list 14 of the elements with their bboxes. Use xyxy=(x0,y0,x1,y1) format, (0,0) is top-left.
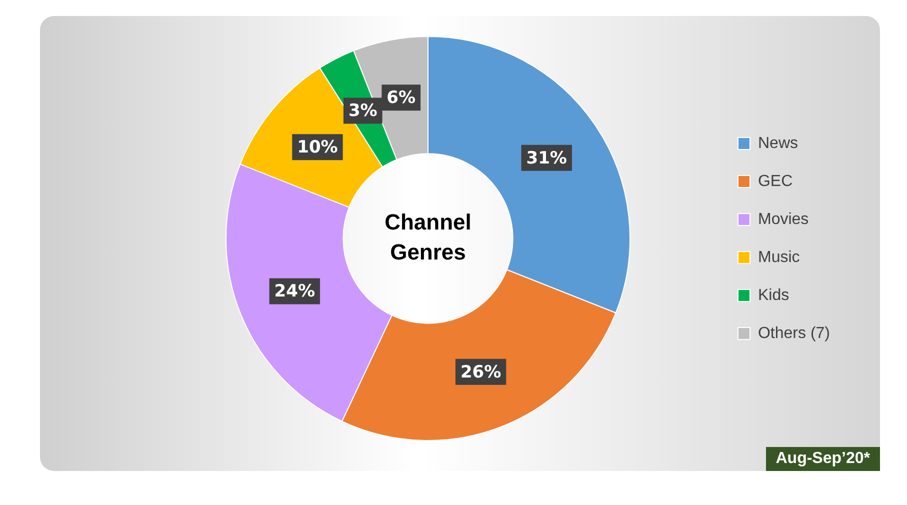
text: Channel Genres xyxy=(384,210,472,265)
legend-label: Movies xyxy=(758,210,809,228)
data-label: 3% xyxy=(348,101,378,122)
legend-label: GEC xyxy=(758,172,793,190)
text: Aug-Sep’20* xyxy=(766,447,880,471)
data-label: 6% xyxy=(386,88,416,108)
legend-label: Kids xyxy=(758,286,790,304)
data-label: 26% xyxy=(460,362,502,382)
data-label: 10% xyxy=(297,138,338,158)
legend-label: Music xyxy=(758,248,800,266)
data-label: 24% xyxy=(274,282,315,302)
data-label: 31% xyxy=(526,148,567,168)
legend-label: News xyxy=(758,134,798,152)
legend-label: Others (7) xyxy=(758,324,830,342)
